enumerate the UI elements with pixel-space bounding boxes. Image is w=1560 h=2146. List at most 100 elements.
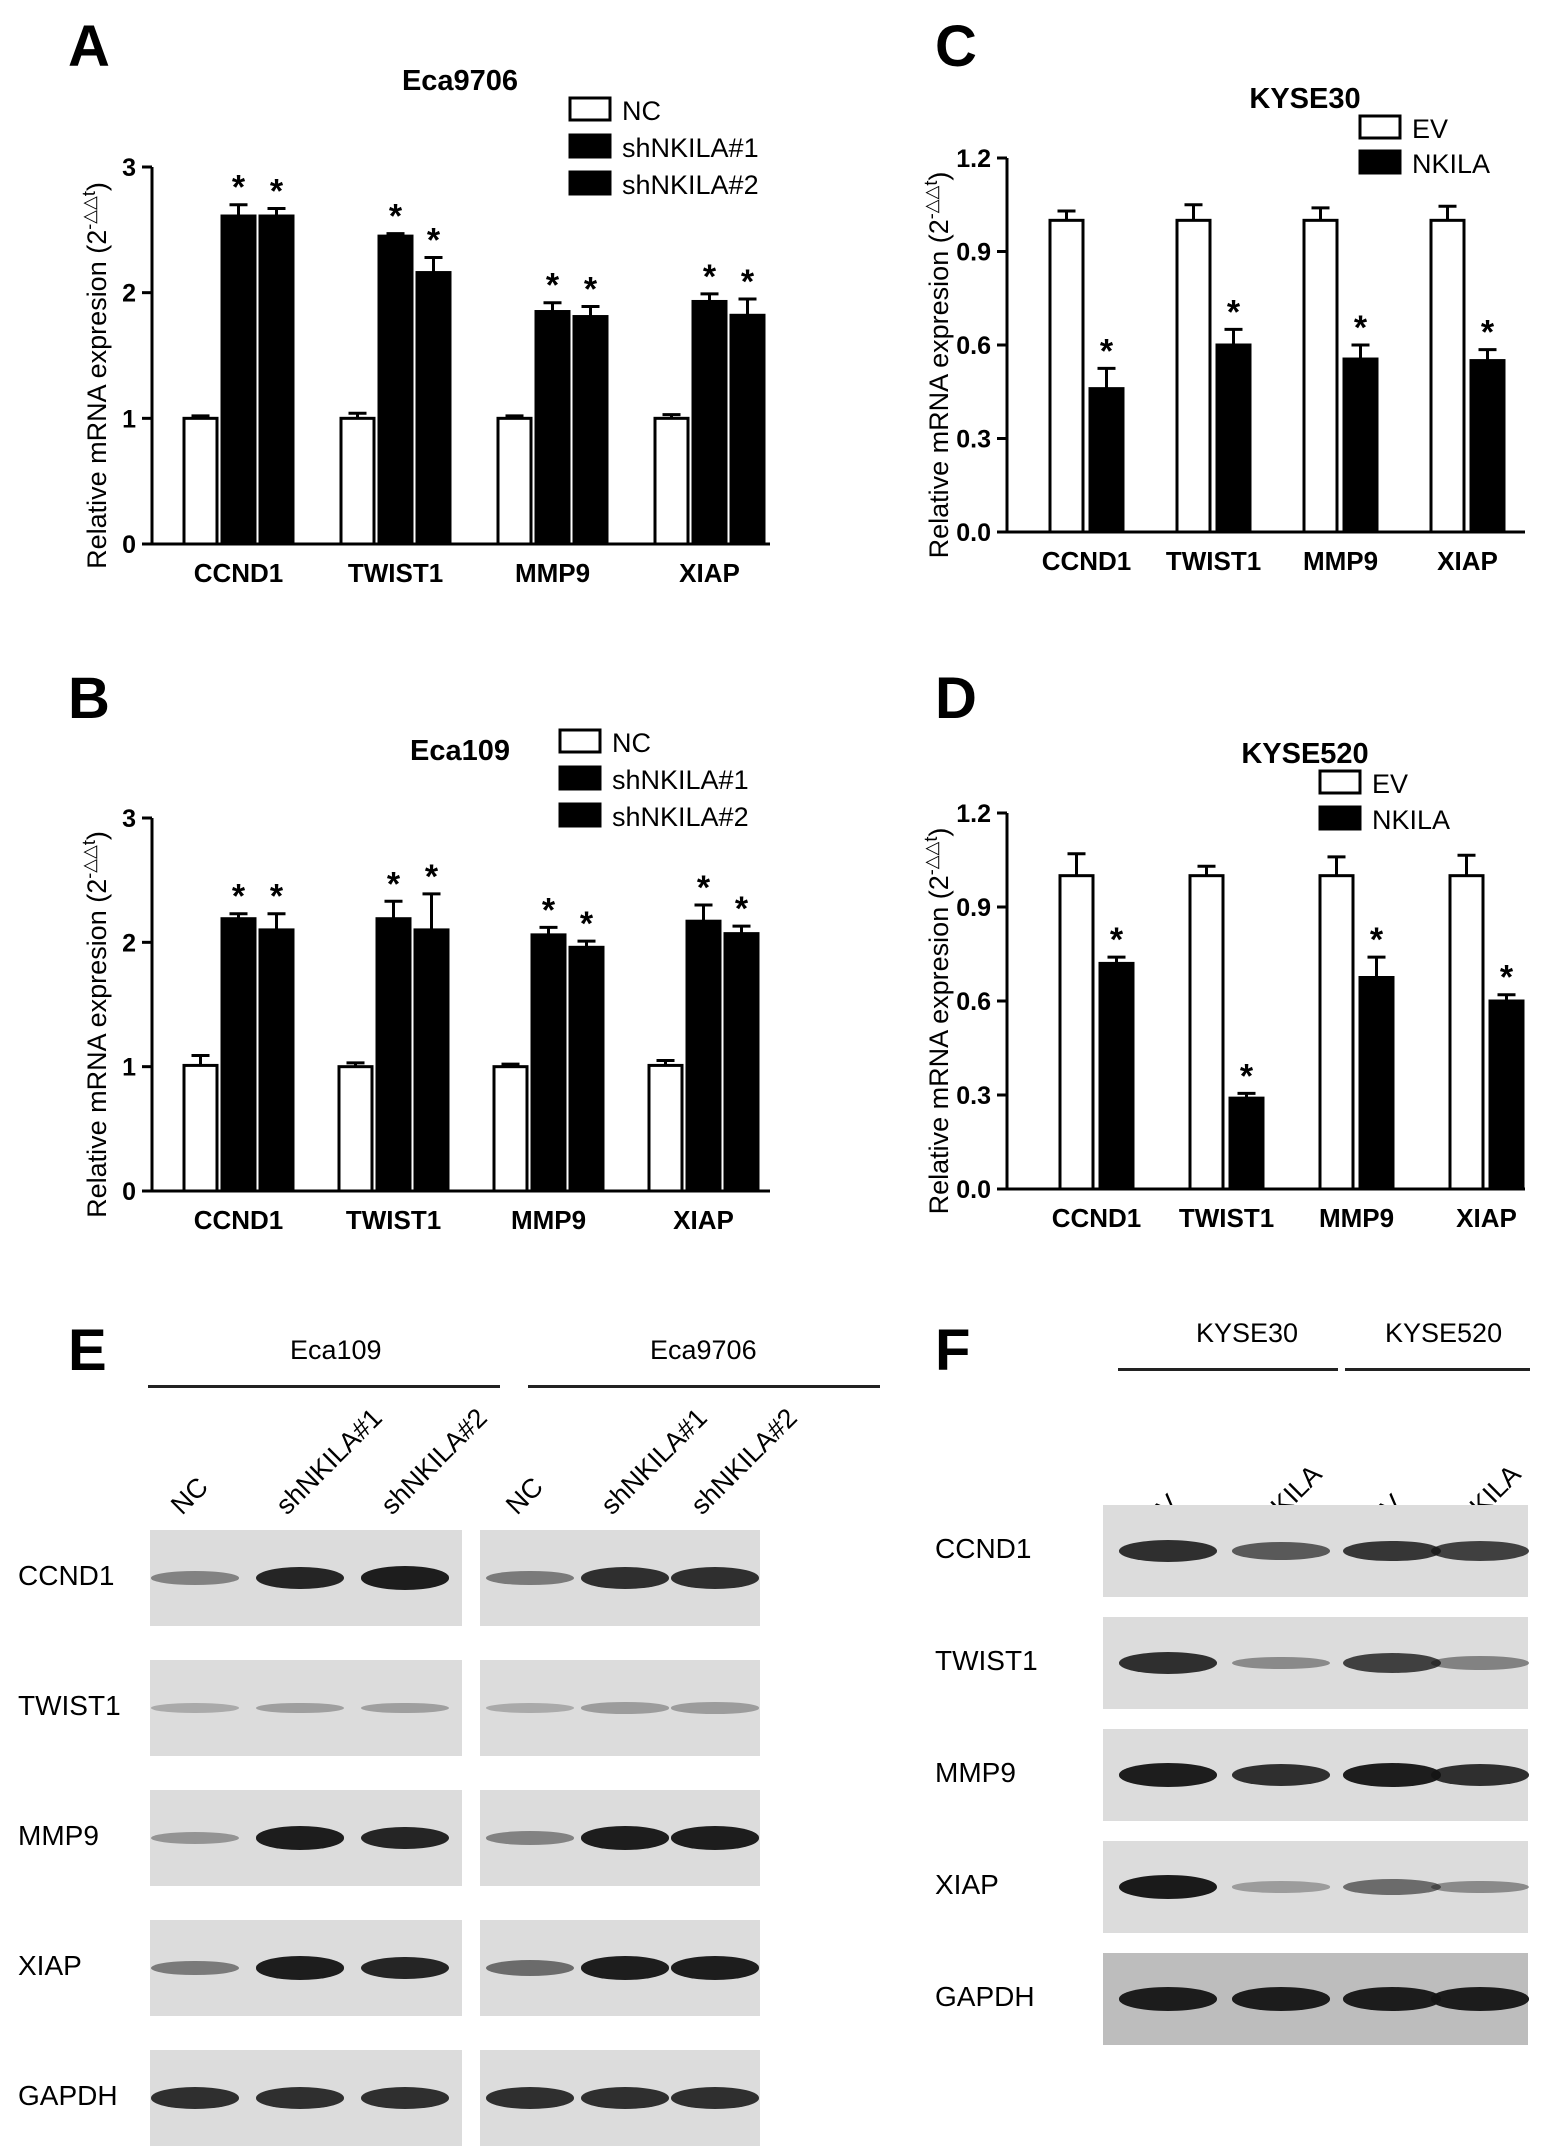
protein-band — [671, 1567, 759, 1589]
x-tick-label: TWIST1 — [348, 558, 443, 588]
significance-mark: * — [584, 270, 598, 308]
bar-twist1-0 — [1188, 874, 1225, 1191]
bar-ccnd1-2 — [258, 928, 295, 1193]
protein-label: GAPDH — [935, 1981, 1035, 2012]
protein-band — [1119, 1875, 1217, 1899]
protein-band — [1119, 1652, 1217, 1674]
panel-letter-f: F — [935, 1318, 971, 1383]
protein-band — [1232, 1881, 1330, 1893]
bar-twist1-2 — [415, 271, 452, 546]
y-tick-label: 1 — [122, 1054, 136, 1082]
y-tick-label: 0.9 — [956, 239, 991, 267]
significance-mark: * — [1500, 959, 1514, 997]
legend-label: NC — [622, 96, 661, 126]
y-tick-label: 0.0 — [956, 519, 991, 547]
significance-mark: * — [1370, 921, 1384, 959]
bar-xiap-0 — [647, 1063, 684, 1193]
panel-letter-e: E — [68, 1318, 107, 1383]
protein-band — [1431, 1656, 1529, 1670]
protein-band — [256, 1702, 344, 1714]
bar-ccnd1-1 — [1088, 387, 1125, 534]
blot-strip — [480, 1660, 760, 1756]
protein-band — [1232, 1656, 1330, 1670]
legend-label: NKILA — [1412, 149, 1490, 179]
legend-label: shNKILA#2 — [612, 802, 749, 832]
y-tick-label: 0.6 — [956, 988, 991, 1016]
bar-mmp9-0 — [496, 416, 533, 546]
protein-band — [361, 2087, 449, 2109]
protein-band — [486, 1831, 574, 1845]
y-axis-label: Relative mRNA expresion (2-△△t) — [79, 182, 112, 569]
bar-mmp9-1 — [1358, 976, 1395, 1191]
x-tick-label: XIAP — [673, 1205, 734, 1235]
legend-swatch — [558, 728, 602, 754]
protein-band — [1431, 1880, 1529, 1894]
bar-xiap-1 — [691, 299, 728, 546]
protein-label: CCND1 — [935, 1533, 1032, 1564]
significance-mark: * — [741, 263, 755, 301]
protein-band — [671, 1702, 759, 1714]
y-axis-label: Relative mRNA expresion (2-△△t) — [921, 828, 954, 1215]
significance-mark: * — [1354, 309, 1368, 347]
blot-group-title: KYSE520 — [1385, 1318, 1503, 1348]
bar-mmp9-1 — [530, 933, 567, 1193]
protein-band — [256, 1956, 344, 1980]
protein-label: MMP9 — [18, 1820, 99, 1851]
y-tick-label: 1.2 — [956, 800, 991, 828]
legend-label: NC — [612, 728, 651, 758]
y-tick-label: 0.3 — [956, 426, 991, 454]
legend-label: NKILA — [1372, 805, 1450, 835]
y-axis-label: Relative mRNA expresion (2-△△t) — [79, 831, 112, 1218]
significance-mark: * — [703, 258, 717, 296]
x-tick-label: CCND1 — [194, 1205, 284, 1235]
x-tick-label: TWIST1 — [346, 1205, 441, 1235]
bar-mmp9-2 — [568, 945, 605, 1193]
significance-mark: * — [389, 198, 403, 236]
bar-xiap-1 — [1488, 999, 1525, 1191]
protein-band — [1431, 1987, 1529, 2011]
y-tick-label: 1.2 — [956, 145, 991, 173]
x-tick-label: XIAP — [1456, 1203, 1517, 1233]
protein-band — [486, 1570, 574, 1586]
protein-label: GAPDH — [18, 2080, 118, 2111]
protein-label: XIAP — [18, 1950, 82, 1981]
significance-mark: * — [425, 858, 439, 896]
chart-b: Eca109 0 1 2 3 Relative mRNA expresion (2-△△t… — [79, 728, 770, 1235]
protein-band — [1232, 1764, 1330, 1786]
protein-band — [671, 2087, 759, 2109]
protein-label: TWIST1 — [935, 1645, 1038, 1676]
blot-strip — [150, 1660, 462, 1756]
bar-twist1-1 — [1215, 343, 1252, 534]
panel-letter-b: B — [68, 666, 110, 731]
protein-band — [581, 1826, 669, 1850]
protein-band — [1343, 1987, 1441, 2011]
protein-band — [1119, 1540, 1217, 1562]
legend-swatch — [1358, 149, 1402, 175]
x-tick-label: MMP9 — [1319, 1203, 1394, 1233]
y-tick-label: 2 — [122, 280, 136, 308]
bar-twist1-0 — [337, 1065, 374, 1193]
protein-band — [581, 1567, 669, 1589]
bar-ccnd1-2 — [258, 214, 295, 546]
panel-letter-a: A — [68, 14, 110, 79]
blot-group-title: Eca9706 — [650, 1335, 757, 1365]
significance-mark: * — [697, 869, 711, 907]
x-tick-label: MMP9 — [515, 558, 590, 588]
bar-mmp9-2 — [572, 315, 609, 546]
protein-band — [1343, 1763, 1441, 1787]
bar-mmp9-0 — [1318, 874, 1355, 1191]
bar-mmp9-1 — [1342, 357, 1379, 534]
protein-band — [1119, 1987, 1217, 2011]
x-tick-label: TWIST1 — [1166, 546, 1261, 576]
legend-swatch — [568, 96, 612, 122]
protein-band — [151, 2087, 239, 2109]
bar-twist1-2 — [413, 928, 450, 1193]
bar-xiap-2 — [723, 932, 760, 1193]
protein-band — [1431, 1541, 1529, 1561]
protein-band — [486, 2087, 574, 2109]
legend-swatch — [558, 802, 602, 828]
protein-band — [581, 1702, 669, 1714]
bar-mmp9-0 — [492, 1065, 529, 1193]
